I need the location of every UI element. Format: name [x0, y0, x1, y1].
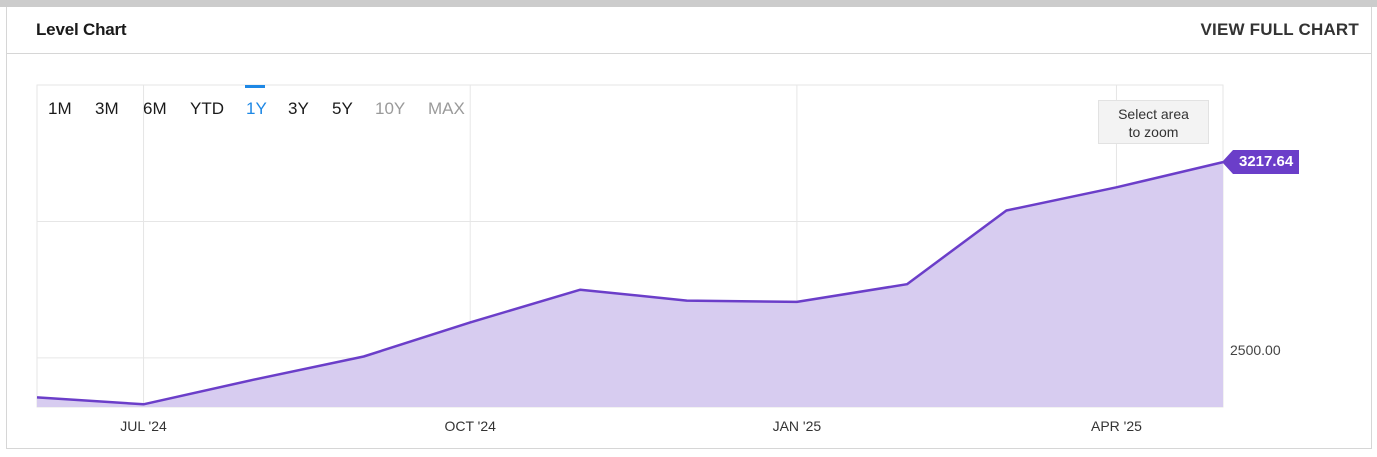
last-price-label: 3217.64	[1233, 150, 1300, 175]
x-tick-label: OCT '24	[444, 418, 496, 434]
zoom-hint: Select area to zoom	[1098, 100, 1209, 144]
zoom-hint-line2: to zoom	[1128, 124, 1179, 140]
series-area	[37, 162, 1223, 407]
card-header: Level Chart VIEW FULL CHART	[7, 7, 1371, 54]
range-button-1m[interactable]: 1M	[48, 99, 72, 118]
range-button-3y[interactable]: 3Y	[288, 99, 309, 118]
range-button-10y: 10Y	[375, 99, 406, 118]
card-title: Level Chart	[36, 20, 127, 39]
point-layer	[36, 161, 1224, 405]
range-button-3m[interactable]: 3M	[95, 99, 119, 118]
range-button-ytd[interactable]: YTD	[190, 99, 224, 118]
range-button-1y[interactable]: 1Y	[246, 99, 267, 118]
range-button-5y[interactable]: 5Y	[332, 99, 353, 118]
x-tick-label: JUL '24	[120, 418, 167, 434]
range-button-6m[interactable]: 6M	[143, 99, 167, 118]
x-tick-label: JAN '25	[773, 418, 822, 434]
active-range-indicator	[245, 85, 265, 88]
view-full-chart-link[interactable]: VIEW FULL CHART	[1200, 20, 1359, 39]
y-tick-label: 2500.00	[1230, 342, 1281, 358]
x-tick-label: APR '25	[1091, 418, 1142, 434]
range-button-max: MAX	[428, 99, 465, 118]
x-axis-ticks: JUL '24 OCT '24 JAN '25 APR '25	[120, 418, 1142, 434]
price-flag-arrow	[1222, 150, 1233, 175]
series-line	[36, 160, 1224, 406]
y-axis-ticks: 2500.00	[1230, 342, 1281, 358]
top-strip	[0, 0, 1377, 7]
zoom-hint-line1: Select area	[1118, 106, 1189, 122]
